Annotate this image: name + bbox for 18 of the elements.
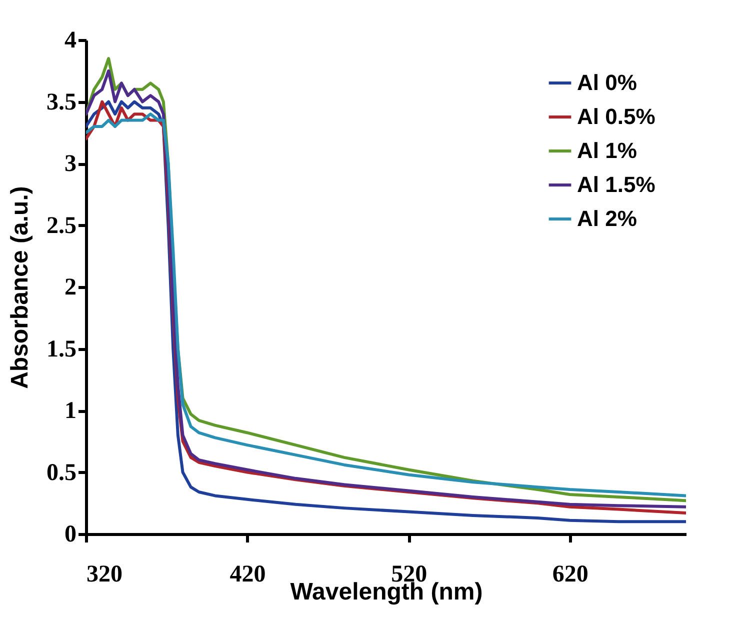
- x-tick-label: 320: [86, 562, 122, 588]
- y-tick-label: 1.5: [46, 336, 76, 362]
- y-axis-title: Absorbance (a.u.): [6, 186, 34, 389]
- legend-label: Al 1.5%: [577, 172, 656, 197]
- y-tick-label: 2: [64, 274, 76, 300]
- y-tick-label: 0: [64, 522, 76, 548]
- legend-label: Al 0%: [577, 70, 637, 95]
- legend-label: Al 0.5%: [577, 104, 656, 129]
- y-tick-label: 1: [64, 398, 76, 424]
- y-tick-label: 3.5: [46, 89, 76, 116]
- y-tick-label: 4: [64, 28, 76, 54]
- legend-label: Al 2%: [577, 206, 637, 231]
- x-tick-label: 420: [230, 562, 266, 588]
- x-tick-label: 620: [552, 562, 588, 588]
- y-tick-label: 0.5: [46, 460, 76, 486]
- y-tick-label: 2.5: [46, 212, 76, 239]
- y-tick-label: 3: [64, 151, 76, 177]
- legend-label: Al 1%: [577, 138, 637, 163]
